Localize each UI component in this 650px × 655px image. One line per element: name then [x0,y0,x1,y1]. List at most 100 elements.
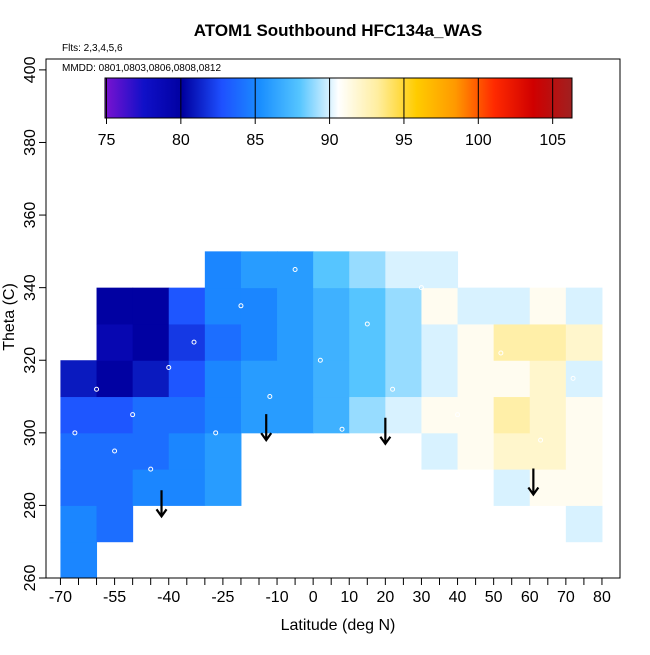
heat-cell [168,469,206,506]
arrow [379,417,392,446]
x-tick-label: 20 [376,589,394,606]
sample-point [570,375,576,381]
heat-cell [277,287,314,325]
sample-point [112,448,118,454]
heat-cell [385,323,422,361]
sample-point [191,339,197,345]
heat-cell [421,432,459,470]
colorbar-tick-label: 105 [539,132,566,149]
heat-cell [204,360,242,398]
sample-point [238,303,244,309]
heat-cell [168,287,206,325]
x-tick-label: 70 [557,589,575,606]
sample-point [390,386,396,392]
heat-cell [385,396,422,434]
x-tick-label: -10 [265,589,288,606]
sample-point [455,412,461,418]
heat-cell [168,360,206,398]
heat-cell [313,360,350,398]
x-tick-label: 10 [340,589,358,606]
heat-cell [204,469,242,506]
heat-cell [565,287,603,325]
y-tick-label: 280 [22,492,39,519]
heat-cell [421,251,459,289]
heat-cell [385,251,422,289]
heat-cell [204,287,242,325]
heat-cell [493,323,531,361]
heat-cell [349,323,386,361]
heat-cell [132,469,170,506]
sample-point [538,437,544,443]
subtitle: Flts: 2,3,4,5,6 [62,43,123,54]
heat-cell [457,396,495,434]
colorbar [104,77,573,119]
heat-cell [240,323,278,361]
sample-point [213,430,219,436]
heat-cell [493,396,531,434]
heat-cell [313,323,350,361]
heat-cell [96,432,134,470]
colorbar-tick-label: 75 [98,132,116,149]
heat-cell [277,360,314,398]
sample-point [498,350,504,356]
sample-point [292,267,298,273]
heat-cell [385,287,422,325]
heat-cell [60,360,98,398]
sample-point [166,364,172,370]
heat-cell [529,287,567,325]
heat-cell [493,287,531,325]
y-tick-label: 320 [22,347,39,374]
colorbar-tick-label: 80 [172,132,190,149]
heat-cell [132,323,170,361]
heat-cell [277,251,314,289]
heat-cell [421,396,459,434]
heat-cell [313,396,350,434]
heat-cell [168,396,206,434]
heat-cell [60,396,98,434]
x-tick-label: 50 [485,589,503,606]
x-tick-label: -25 [211,589,234,606]
heat-cell [349,396,386,434]
heat-cell [96,287,134,325]
heat-cell [240,396,278,434]
heat-cell [457,432,495,470]
arrow [527,468,540,497]
heat-cell [529,360,567,398]
sample-point [72,430,78,436]
x-tick-label: 0 [309,589,318,606]
arrow [155,490,168,519]
heat-cell [60,469,98,506]
heat-cell [60,505,98,543]
heat-cell [529,323,567,361]
heat-cell [96,505,134,543]
heat-cell [240,287,278,325]
y-tick-label: 260 [22,565,39,592]
heat-cell [204,396,242,434]
sample-point [267,394,273,400]
y-tick-label: 400 [22,56,39,83]
heat-cell [132,287,170,325]
sample-point [130,412,136,418]
y-tick-label: 360 [22,202,39,229]
heat-cell [60,432,98,470]
heat-cell [277,396,314,434]
heat-cell [529,432,567,470]
heat-cell [457,360,495,398]
heat-cell [529,469,567,506]
y-tick-label: 340 [22,274,39,301]
sample-point [148,466,154,472]
heat-cell [529,396,567,434]
heat-cell [457,287,495,325]
heat-cell [96,469,134,506]
heat-cell [349,287,386,325]
x-tick-label: 30 [413,589,431,606]
colorbar-tick-label: 100 [465,132,492,149]
heat-cell [565,323,603,361]
heat-cell [385,360,422,398]
sample-point [339,426,345,432]
annotation: MMDD: 0801,0803,0806,0808,0812 [62,63,221,74]
heat-cell [168,323,206,361]
colorbar-tick-label: 95 [395,132,413,149]
